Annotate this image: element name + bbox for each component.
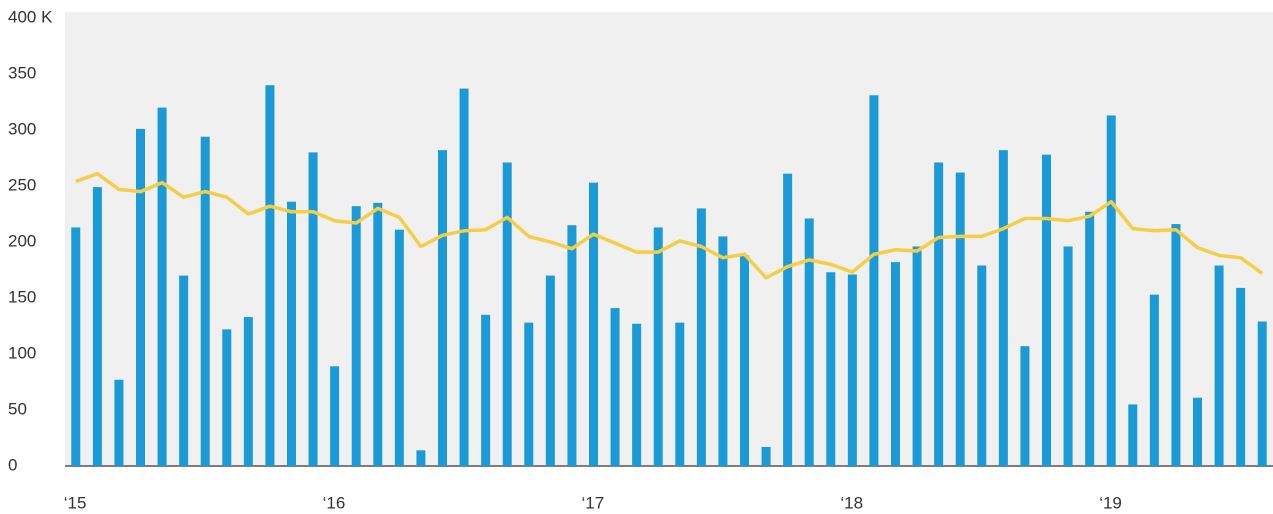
bar: [977, 265, 987, 466]
bar: [1257, 321, 1267, 466]
y-tick-label: 100: [8, 343, 36, 362]
line: [75, 171, 1264, 280]
bar: [351, 206, 361, 466]
bar: [524, 322, 534, 466]
x-tick-label: ‘18: [840, 493, 863, 512]
bar: [1085, 211, 1095, 466]
x-tick-label: ‘17: [582, 493, 605, 512]
y-tick-label: 250: [8, 175, 36, 194]
bar: [869, 95, 879, 466]
bar: [761, 446, 771, 466]
bar: [394, 229, 404, 466]
bar: [912, 246, 922, 466]
bar: [287, 201, 296, 466]
bar: [481, 314, 491, 466]
y-tick-label: 300: [8, 119, 36, 138]
bar: [718, 236, 728, 466]
bar: [1214, 265, 1224, 466]
y-tick-label: 400 K: [8, 7, 53, 26]
bar: [1128, 404, 1138, 466]
bar: [1149, 294, 1159, 466]
bar: [200, 136, 210, 466]
bar: [243, 317, 253, 466]
y-tick-label: 150: [8, 287, 36, 306]
bar: [136, 128, 145, 466]
bar: [222, 329, 232, 466]
bar: [567, 225, 577, 466]
bar: [179, 275, 189, 466]
bar: [373, 202, 383, 467]
bar: [265, 85, 275, 466]
y-tick-label: 200: [8, 231, 36, 250]
bar: [92, 187, 102, 466]
bar: [804, 218, 814, 466]
bar: [847, 274, 857, 466]
bar: [783, 173, 793, 466]
bar: [955, 172, 965, 466]
x-tick-label: ‘15: [64, 493, 87, 512]
bar: [653, 227, 663, 466]
bar: [545, 275, 555, 466]
bar: [114, 379, 124, 466]
bar: [157, 107, 167, 466]
bar: [1106, 115, 1116, 466]
x-tick-label: ‘19: [1099, 493, 1122, 512]
bar: [1042, 154, 1051, 466]
y-tick-label: 50: [8, 399, 27, 418]
bar: [589, 182, 598, 466]
bar: [934, 162, 944, 467]
bar: [438, 150, 447, 466]
bar: [675, 322, 685, 466]
bar: [1063, 246, 1073, 466]
bar: [826, 272, 836, 466]
bar: [330, 366, 340, 466]
bar: [308, 152, 318, 466]
bar: [891, 262, 900, 466]
bar: [459, 88, 469, 466]
y-tick-label: 350: [8, 63, 36, 82]
bar: [632, 323, 642, 466]
bar: [696, 208, 706, 466]
bar: [1193, 397, 1202, 466]
bar: [1236, 287, 1246, 466]
bar: [502, 162, 512, 467]
bar: [71, 227, 81, 466]
bar: [1171, 224, 1181, 466]
y-tick-label: 0: [8, 455, 17, 474]
bar: [740, 255, 749, 466]
bar: [416, 450, 426, 466]
bar: [610, 308, 620, 466]
bar: [1020, 346, 1030, 466]
x-tick-label: ‘16: [323, 493, 346, 512]
bar: [998, 150, 1008, 466]
